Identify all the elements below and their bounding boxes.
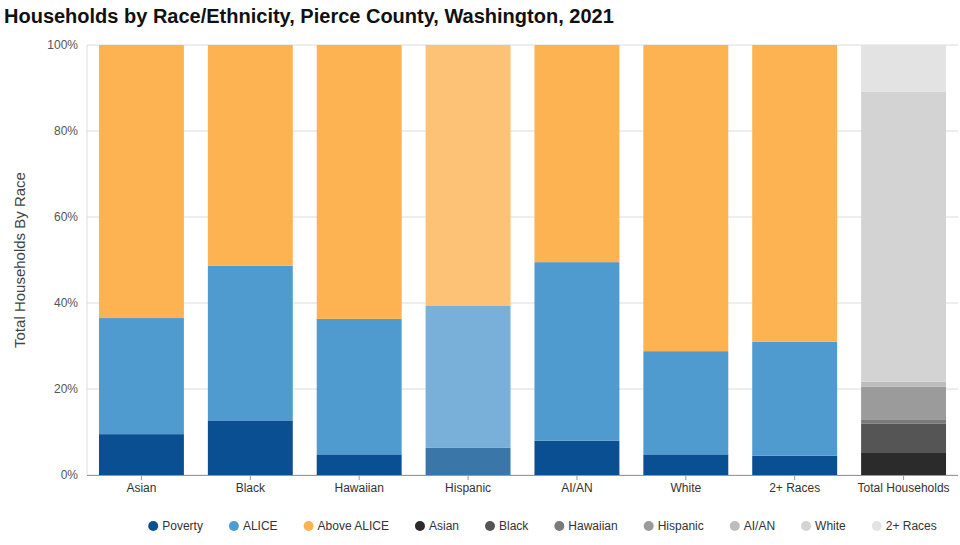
- bar-segment: [534, 45, 619, 262]
- bar-segment: [208, 266, 293, 421]
- x-tick-label: Hispanic: [445, 481, 491, 495]
- legend-marker: [872, 521, 882, 531]
- y-axis-label: Total Households By Race: [11, 172, 28, 348]
- legend-marker: [644, 521, 654, 531]
- bar-segment: [861, 45, 946, 91]
- bar-segment: [861, 420, 946, 423]
- bar-segment: [534, 262, 619, 440]
- bar-segment: [99, 318, 184, 434]
- bar-segment: [861, 423, 946, 452]
- legend-marker: [730, 521, 740, 531]
- legend-item: 2+ Races: [872, 519, 937, 533]
- x-tick-label: White: [670, 481, 701, 495]
- bar-segment: [861, 382, 946, 387]
- legend-item: Hispanic: [644, 519, 704, 533]
- legend-marker: [304, 521, 314, 531]
- bar-segment: [317, 45, 402, 319]
- legend-label: Poverty: [162, 519, 203, 533]
- x-tick-label: Black: [236, 481, 266, 495]
- legend-label: AI/AN: [744, 519, 775, 533]
- bar-segment: [99, 434, 184, 475]
- bar-segment: [861, 452, 946, 475]
- bar-segment: [752, 456, 837, 475]
- x-tick-label: Hawaiian: [335, 481, 384, 495]
- x-tick-label: Total Households: [858, 481, 950, 495]
- bar-segment: [643, 351, 728, 454]
- legend-marker: [485, 521, 495, 531]
- legend-item: Poverty: [148, 519, 203, 533]
- bar-segment: [208, 420, 293, 475]
- bar-segment: [426, 448, 511, 475]
- y-tick-label: 40%: [54, 296, 78, 310]
- x-tick: [576, 475, 577, 480]
- bar-segment: [208, 45, 293, 266]
- legend-label: Black: [499, 519, 529, 533]
- legend-marker: [801, 521, 811, 531]
- legend-marker: [554, 521, 564, 531]
- legend-item: Asian: [415, 519, 459, 533]
- x-tick-label: Asian: [126, 481, 156, 495]
- bar-segment: [643, 454, 728, 475]
- legend-label: Asian: [429, 519, 459, 533]
- bar-segment: [426, 306, 511, 448]
- legend-label: Above ALICE: [318, 519, 389, 533]
- legend-marker: [148, 521, 158, 531]
- legend-marker: [229, 521, 239, 531]
- x-tick: [468, 475, 469, 480]
- x-tick: [794, 475, 795, 480]
- chart: Households by Race/Ethnicity, Pierce Cou…: [0, 0, 960, 545]
- x-tick: [250, 475, 251, 480]
- bar-segment: [99, 45, 184, 318]
- bar-segment: [752, 342, 837, 456]
- grid: [87, 45, 958, 475]
- y-tick-label: 20%: [54, 382, 78, 396]
- y-tick-label: 60%: [54, 210, 78, 224]
- legend-item: Above ALICE: [304, 519, 389, 533]
- legend-marker: [415, 521, 425, 531]
- legend-item: ALICE: [229, 519, 278, 533]
- bar-segment: [534, 441, 619, 475]
- bar-segment: [861, 91, 946, 381]
- y-tick-label: 80%: [54, 124, 78, 138]
- bar-segment: [861, 387, 946, 420]
- y-tick-label: 100%: [47, 38, 78, 52]
- legend-item: AI/AN: [730, 519, 775, 533]
- legend-label: White: [815, 519, 846, 533]
- bars: [99, 45, 946, 475]
- legend: Poverty ALICE Above ALICE Asian Black Hawaiia…: [148, 519, 937, 533]
- bar-segment: [317, 454, 402, 475]
- legend-label: Hawaiian: [568, 519, 617, 533]
- x-tick-label: 2+ Races: [769, 481, 820, 495]
- legend-label: ALICE: [243, 519, 278, 533]
- title: Households by Race/Ethnicity, Pierce Cou…: [4, 5, 614, 27]
- y-tick-label: 0%: [61, 468, 79, 482]
- x-tick: [685, 475, 686, 480]
- y-axis-line: [87, 45, 88, 475]
- bar-segment: [643, 45, 728, 351]
- bar-segment: [752, 45, 837, 342]
- bar-segment: [426, 45, 511, 306]
- x-tick: [359, 475, 360, 480]
- legend-item: Hawaiian: [554, 519, 617, 533]
- x-tick: [141, 475, 142, 480]
- legend-label: 2+ Races: [886, 519, 937, 533]
- x-tick-label: AI/AN: [561, 481, 592, 495]
- legend-label: Hispanic: [658, 519, 704, 533]
- legend-item: White: [801, 519, 846, 533]
- x-axis-line: [87, 475, 958, 476]
- bar-segment: [317, 319, 402, 454]
- x-tick: [903, 475, 904, 480]
- legend-item: Black: [485, 519, 529, 533]
